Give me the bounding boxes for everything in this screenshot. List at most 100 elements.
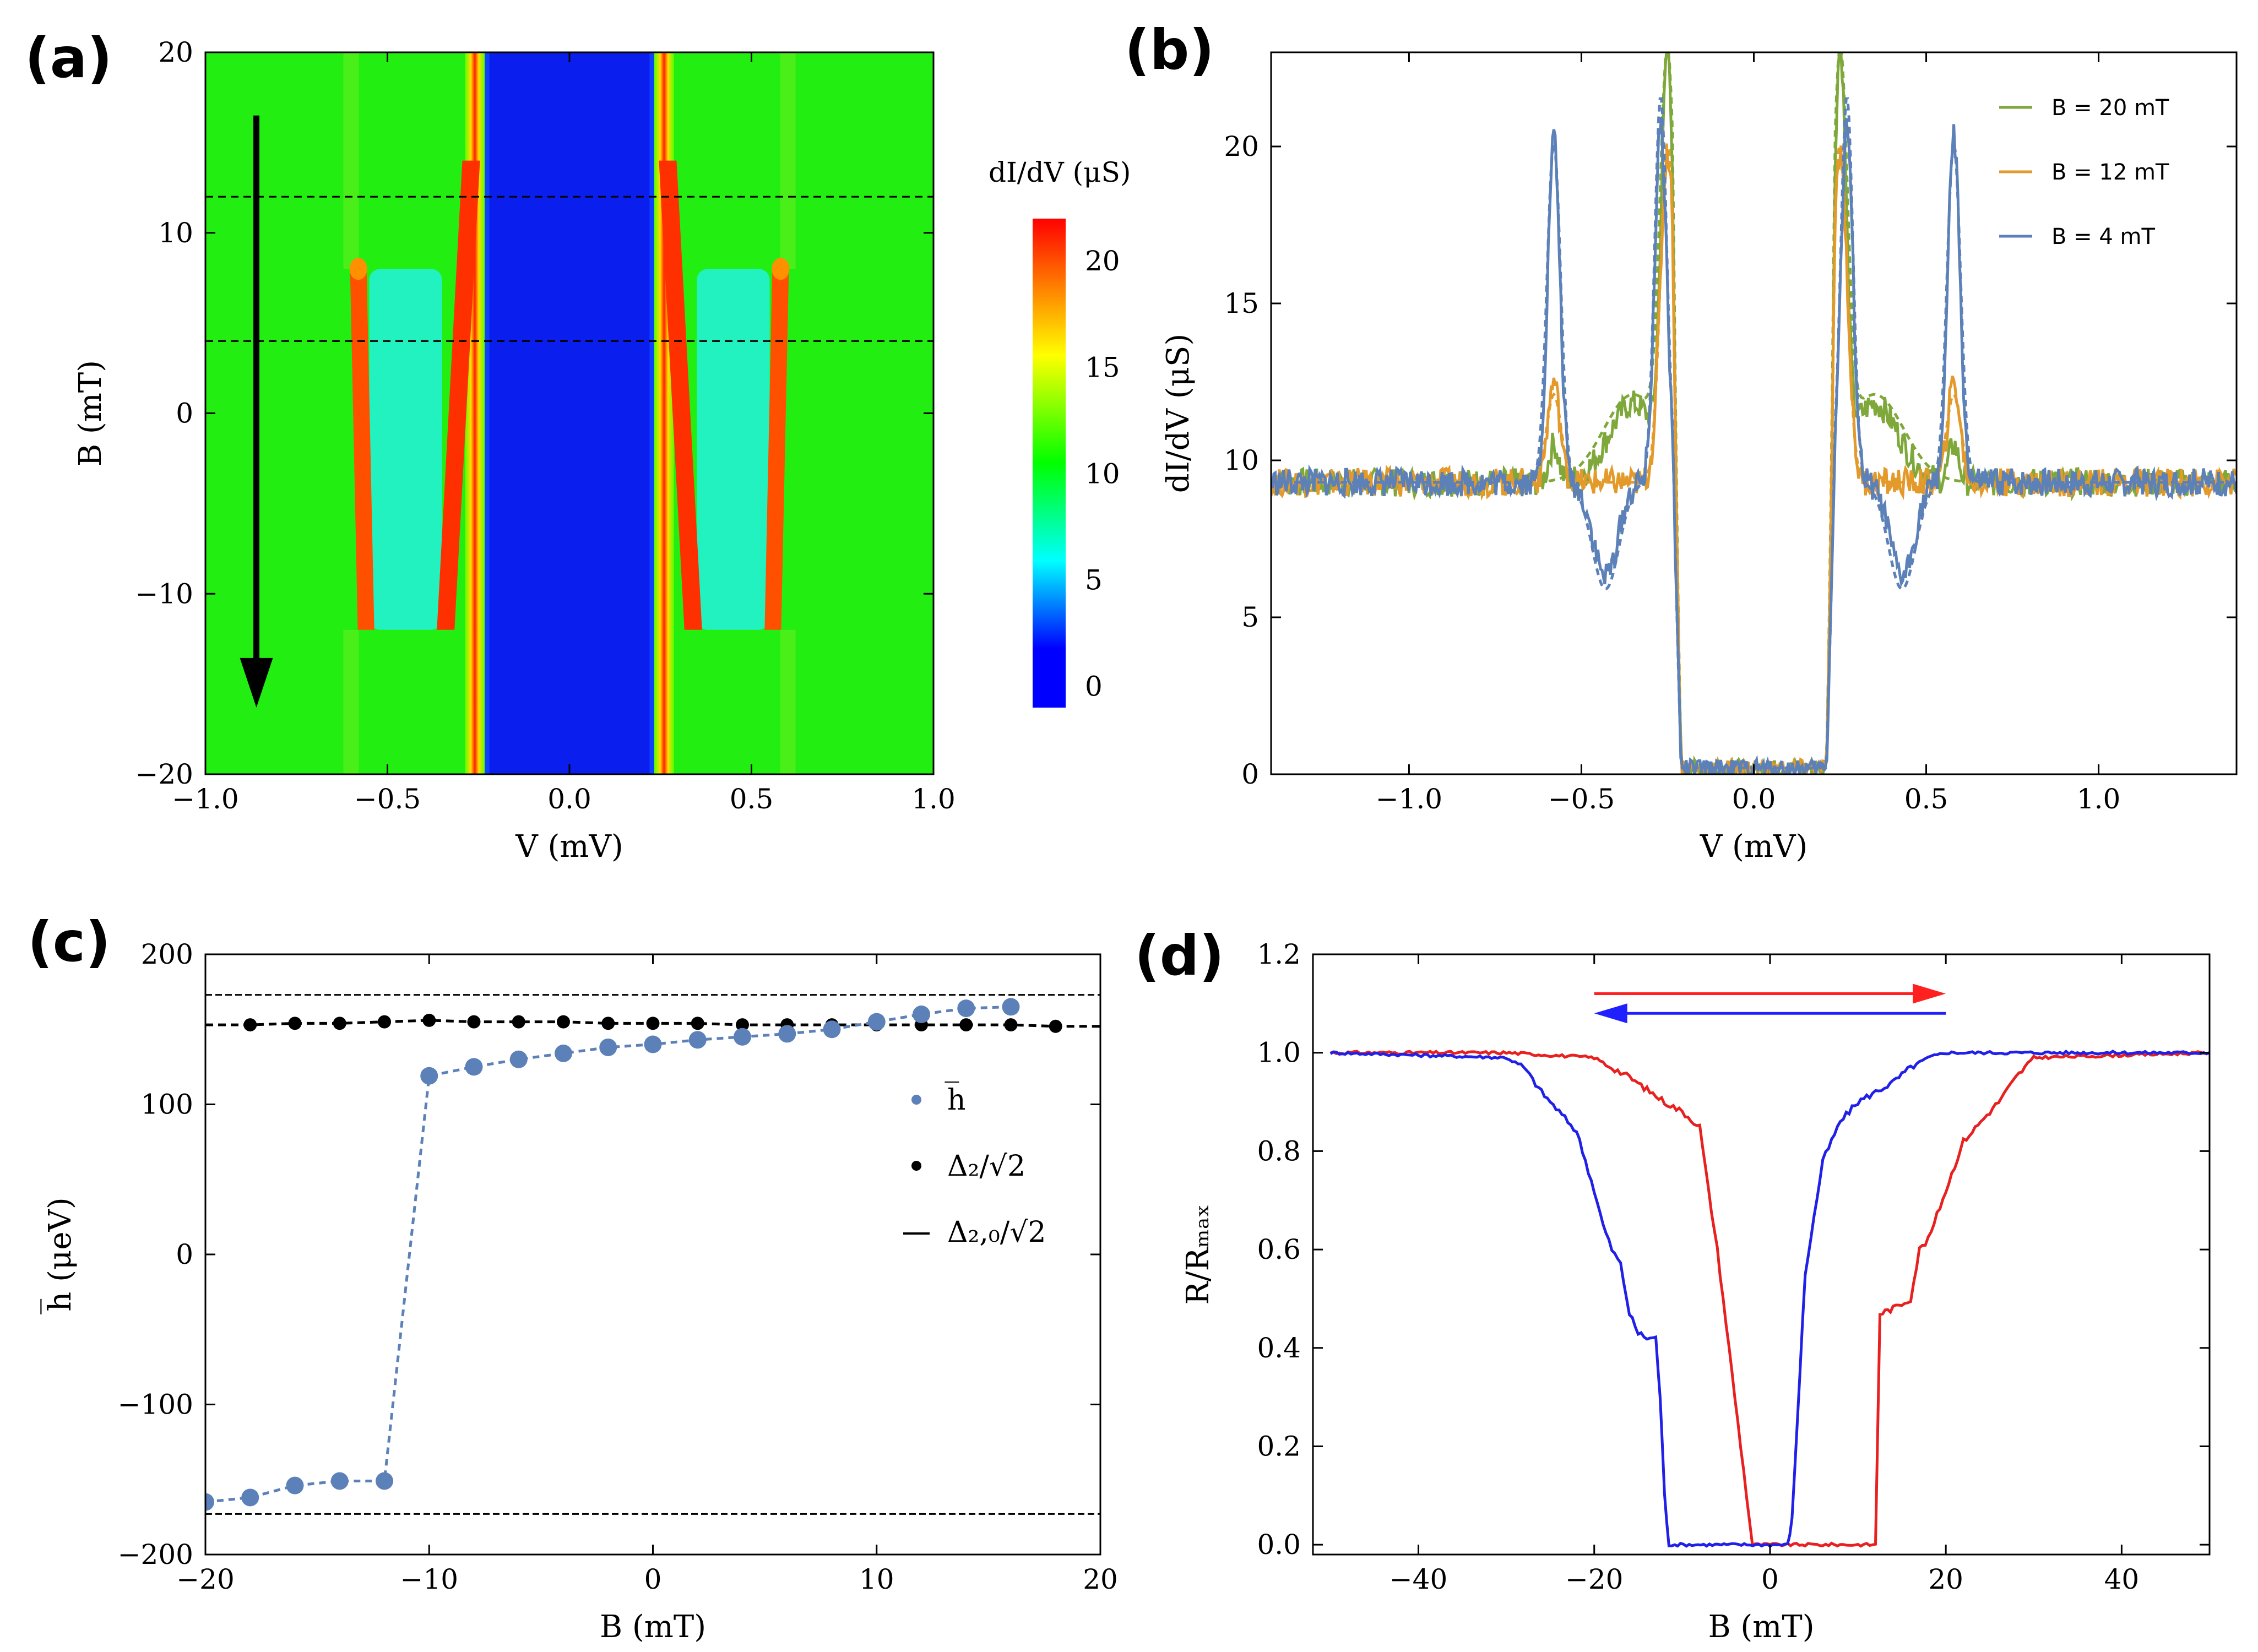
hbar-dashed-line [205,1005,1011,1504]
panel-d-line-chart: −40 −20 0 20 40 0.0 0.2 0.4 0.6 0.8 1.0 1.2 B (mT) R/… [1180,938,2211,1645]
y-axis-label: h̅ (μeV) [40,1197,78,1314]
delta-point [736,1018,749,1032]
delta-point [288,1017,302,1030]
hbar-point [644,1035,662,1053]
x-axis-label: V (mV) [1700,829,1808,865]
x-tick-label: −1.0 [1376,783,1442,815]
panel-b-line-chart: −1.0 −0.5 0.0 0.5 1.0 0 5 10 15 20 V (mV) dI/dV (μS… [1160,51,2238,865]
x-axis-label: B (mT) [1708,1609,1814,1645]
delta-point [333,1017,346,1030]
heatmap-outer-peak-0 [350,269,374,630]
panel-label-b: (b) [1125,18,1214,82]
heatmap-cyan-region-1 [697,269,770,630]
y-tick-label: −10 [135,578,193,610]
plot-area [1271,52,2237,774]
sweep-curve-1 [1329,1050,2210,1548]
legend-label-delta0: Δ₂,₀/√2 [947,1216,1046,1249]
y-tick-label: 1.0 [1257,1037,1301,1069]
plot-area [205,994,1100,1515]
delta-point [601,1017,615,1030]
x-tick-label: 0.5 [730,783,774,815]
x-tick-label: 0 [644,1563,662,1595]
colorbar-tick-label: 15 [1085,351,1120,383]
colorbar-tick-label: 20 [1085,245,1120,277]
series-fit-line-2 [1271,97,2237,770]
hbar-point [330,1472,349,1490]
sweep-arrow-head-1 [1594,1003,1627,1024]
delta-point [557,1015,570,1029]
heatmap-faint-streak-top-1 [780,52,796,269]
delta-point [467,1015,481,1029]
heatmap-outer-peak-1 [764,269,789,630]
y-tick-label: 15 [1224,287,1259,319]
x-tick-label: 10 [859,1563,894,1595]
hbar-point [778,1025,796,1043]
heatmap-faint-streak-top-0 [343,52,359,269]
hbar-point [205,1493,214,1511]
delta-point [378,1015,391,1029]
y-tick-label: 0 [1241,758,1259,790]
hbar-point [509,1050,528,1068]
delta-point [1049,1019,1062,1033]
legend-label-1: B = 12 mT [2051,160,2169,185]
heatmap-outer-peak-cap-1 [772,258,790,280]
colorbar-tick-label: 5 [1085,564,1103,596]
series-line-0 [1271,52,2237,774]
x-tick-label: 20 [1928,1563,1963,1595]
hbar-point [465,1058,483,1076]
hbar-point [376,1472,393,1490]
y-tick-label: −200 [118,1539,193,1571]
x-tick-label: 1.0 [911,783,956,815]
delta-point [1004,1018,1018,1032]
plot-frame [1312,953,2211,1556]
hbar-point [823,1020,841,1039]
x-tick-label: −0.5 [1548,783,1615,815]
delta-point [512,1015,525,1029]
y-tick-label: 100 [141,1089,193,1121]
heatmap-area [205,52,933,774]
hbar-point [913,1006,930,1023]
y-tick-label: 0.8 [1257,1135,1301,1167]
legend-marker-delta [911,1161,921,1171]
y-tick-label: 0.4 [1257,1332,1301,1364]
x-tick-label: −1.0 [172,783,238,815]
series-line-2 [1271,117,2237,774]
y-tick-label: −20 [135,758,193,790]
hbar-point [420,1067,438,1085]
heatmap-gap-region [489,52,650,774]
hbar-point [734,1028,751,1046]
x-tick-label: 0.0 [1732,783,1776,815]
legend-label-0: B = 20 mT [2051,95,2169,121]
heatmap-faint-streak-1 [780,629,796,774]
x-tick-label: 20 [1083,1563,1118,1595]
heatmap-inner-peak-0 [437,160,480,630]
delta-point [646,1017,660,1030]
heatmap-cyan-region-0 [369,269,442,630]
panel-label-d: (d) [1135,923,1224,988]
plot-area [1329,1050,2210,1548]
y-tick-label: 0.6 [1257,1233,1301,1265]
y-tick-label: 5 [1241,601,1259,633]
heatmap-inner-peak-1 [659,160,702,630]
hbar-point [241,1488,259,1507]
x-tick-label: −20 [176,1563,235,1595]
y-tick-label: 1.2 [1257,938,1301,970]
panel-label-a: (a) [25,26,112,90]
hbar-point [1002,998,1020,1016]
x-tick-label: 1.0 [2077,783,2121,815]
heatmap-faint-streak-0 [343,629,359,774]
legend-label-2: B = 4 mT [2051,224,2156,249]
series-fit-line-0 [1271,52,2237,770]
legend-marker-hbar [911,1095,921,1105]
delta-point [959,1018,973,1032]
x-tick-label: −10 [400,1563,458,1595]
sweep-curve-0 [1330,1050,2210,1548]
heatmap-outer-peak-cap-0 [349,258,367,280]
colorbar-gradient [1033,219,1066,708]
y-tick-label: 20 [1224,131,1259,162]
colorbar-title: dI/dV (μS) [989,156,1131,188]
x-tick-label: −0.5 [354,783,421,815]
delta-point [691,1017,704,1030]
hbar-point [286,1476,304,1495]
y-tick-label: 0.0 [1257,1529,1301,1561]
